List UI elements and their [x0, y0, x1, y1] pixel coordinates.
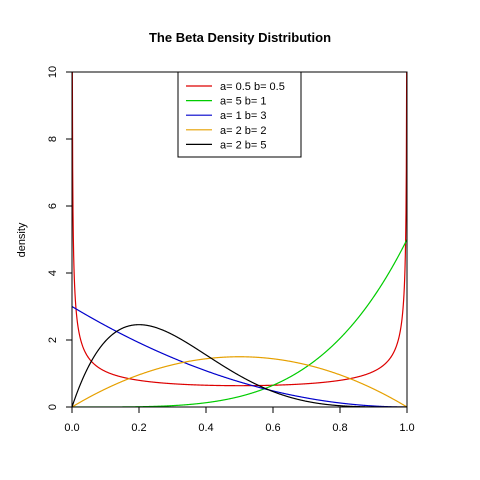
- y-axis: 0 2 4 6 8 10: [47, 66, 72, 410]
- legend-entry-3: a= 1 b= 3: [220, 110, 267, 122]
- y-tick-label: 6: [47, 203, 59, 209]
- x-tick-label: 0.4: [198, 422, 213, 434]
- legend-entry-1: a= 0.5 b= 0.5: [220, 81, 285, 93]
- series-line-3: [72, 305, 407, 407]
- x-tick-label: 0.0: [64, 422, 79, 434]
- y-tick-label: 4: [47, 270, 59, 276]
- legend-entry-2: a= 5 b= 1: [220, 96, 267, 108]
- series-line-4: [72, 356, 407, 407]
- x-tick-label: 0.2: [131, 422, 146, 434]
- chart-title: The Beta Density Distribution: [149, 30, 331, 45]
- series-line-1: [72, 72, 407, 387]
- series-curves: [72, 72, 407, 407]
- legend: a= 0.5 b= 0.5 a= 5 b= 1 a= 1 b= 3 a= 2 b= 2…: [177, 71, 302, 158]
- x-tick-label: 0.8: [332, 422, 347, 434]
- x-tick-label: 1.0: [399, 422, 414, 434]
- y-axis-label: density: [16, 222, 28, 257]
- x-axis: 0.0 0.2 0.4 0.6 0.8 1.0: [64, 407, 415, 434]
- legend-entry-5: a= 2 b= 5: [220, 139, 267, 151]
- y-tick-label: 10: [47, 66, 59, 78]
- legend-entry-4: a= 2 b= 2: [220, 125, 267, 137]
- y-tick-label: 2: [47, 337, 59, 343]
- series-line-5: [72, 324, 407, 407]
- y-tick-label: 0: [47, 404, 59, 410]
- x-tick-label: 0.6: [265, 422, 280, 434]
- y-tick-label: 8: [47, 136, 59, 142]
